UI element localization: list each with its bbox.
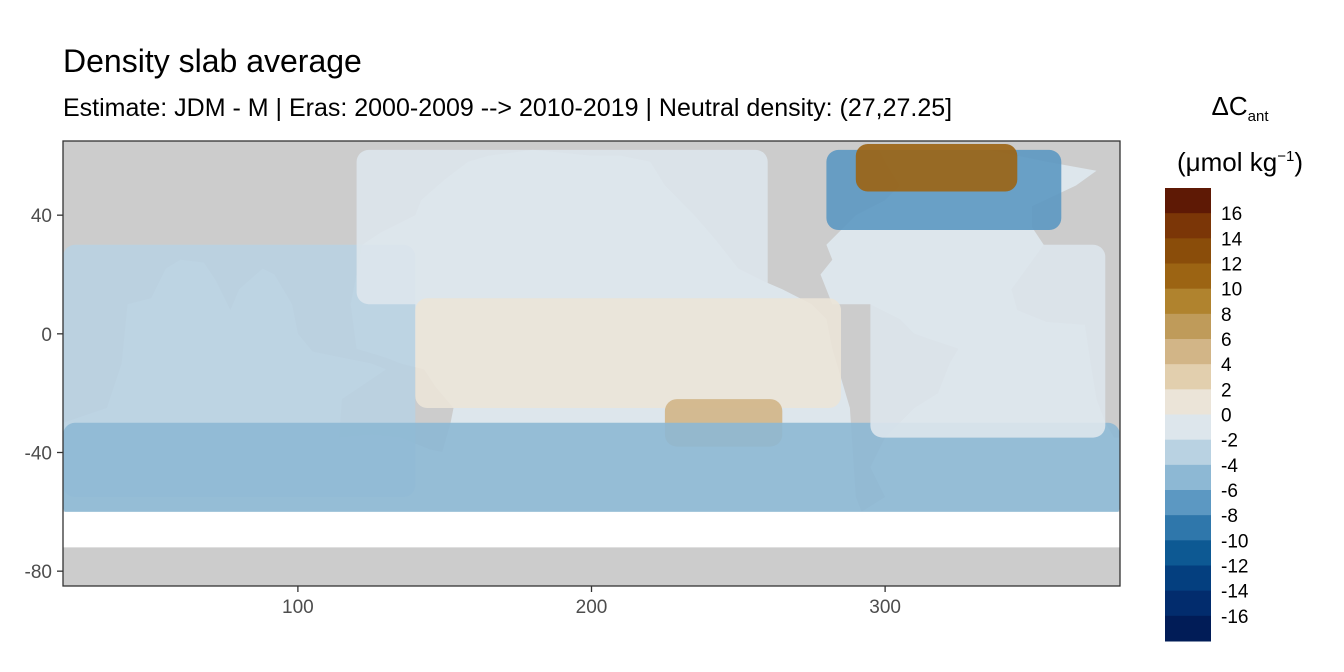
legend-label: -12 [1221,557,1248,578]
map-panel [63,141,1120,586]
legend-title-unit: (μmol kg−1) [1177,147,1303,177]
legend-swatch [1165,213,1211,239]
legend-swatch [1165,339,1211,365]
legend-label: 4 [1221,355,1232,376]
legend-swatch [1165,188,1211,214]
y-tick-label: -80 [25,562,52,583]
antarctic-gap-layer [63,511,1120,586]
legend-swatch [1165,238,1211,264]
legend-swatch [1165,565,1211,592]
ocean-region [870,244,1106,438]
legend-label: 0 [1221,406,1232,427]
legend-label: 16 [1221,204,1242,225]
legend-label: 2 [1221,380,1232,401]
ocean-layer [63,144,1120,518]
no-data-band [63,511,1120,548]
legend-label: 6 [1221,330,1232,351]
legend-label: -8 [1221,506,1238,527]
legend-swatch [1165,464,1211,491]
legend-swatch [1165,490,1211,516]
legend-title: ΔCant (μmol kg−1) [1150,86,1330,182]
legend: 16 14 12 10 8 6 4 2 0 -2 -4 -6 -8 -10 -12 -14 -16 [1165,188,1249,642]
y-axis: 40 0 -40 -80 [25,206,63,583]
legend-swatch [1165,263,1211,290]
legend-title-quantity: ΔCant [1211,91,1269,125]
x-axis: 100 200 300 [282,586,901,618]
legend-label: 14 [1221,229,1243,250]
legend-swatch [1165,590,1211,617]
ocean-region [855,144,1018,192]
legend-label: -2 [1221,431,1238,452]
legend-swatch [1165,313,1211,340]
ocean-region [63,422,1120,518]
y-tick-label: 40 [31,206,52,227]
legend-label: 12 [1221,255,1242,276]
legend-label: 8 [1221,305,1232,326]
chart-title: Density slab average [63,43,362,79]
legend-label: -14 [1221,582,1249,603]
legend-label: -4 [1221,456,1238,477]
legend-swatch [1165,540,1211,566]
chart-subtitle: Estimate: JDM - M | Eras: 2000-2009 --> … [63,94,953,122]
legend-swatch [1165,615,1211,642]
legend-label: -10 [1221,531,1248,552]
legend-swatch [1165,288,1211,315]
legend-label: 10 [1221,280,1242,301]
x-tick-label: 300 [869,597,901,618]
x-tick-label: 100 [282,597,314,618]
legend-swatch [1165,515,1211,541]
y-tick-label: 0 [41,325,52,346]
legend-swatch [1165,364,1211,390]
ocean-region [415,298,841,408]
legend-label: -6 [1221,481,1238,502]
antarctica [63,547,1120,586]
legend-label: -16 [1221,607,1248,628]
x-tick-label: 200 [576,597,608,618]
legend-swatch [1165,439,1211,466]
legend-swatch [1165,389,1211,415]
y-tick-label: -40 [25,444,52,465]
ocean-region [356,149,768,305]
legend-swatch [1165,414,1211,441]
